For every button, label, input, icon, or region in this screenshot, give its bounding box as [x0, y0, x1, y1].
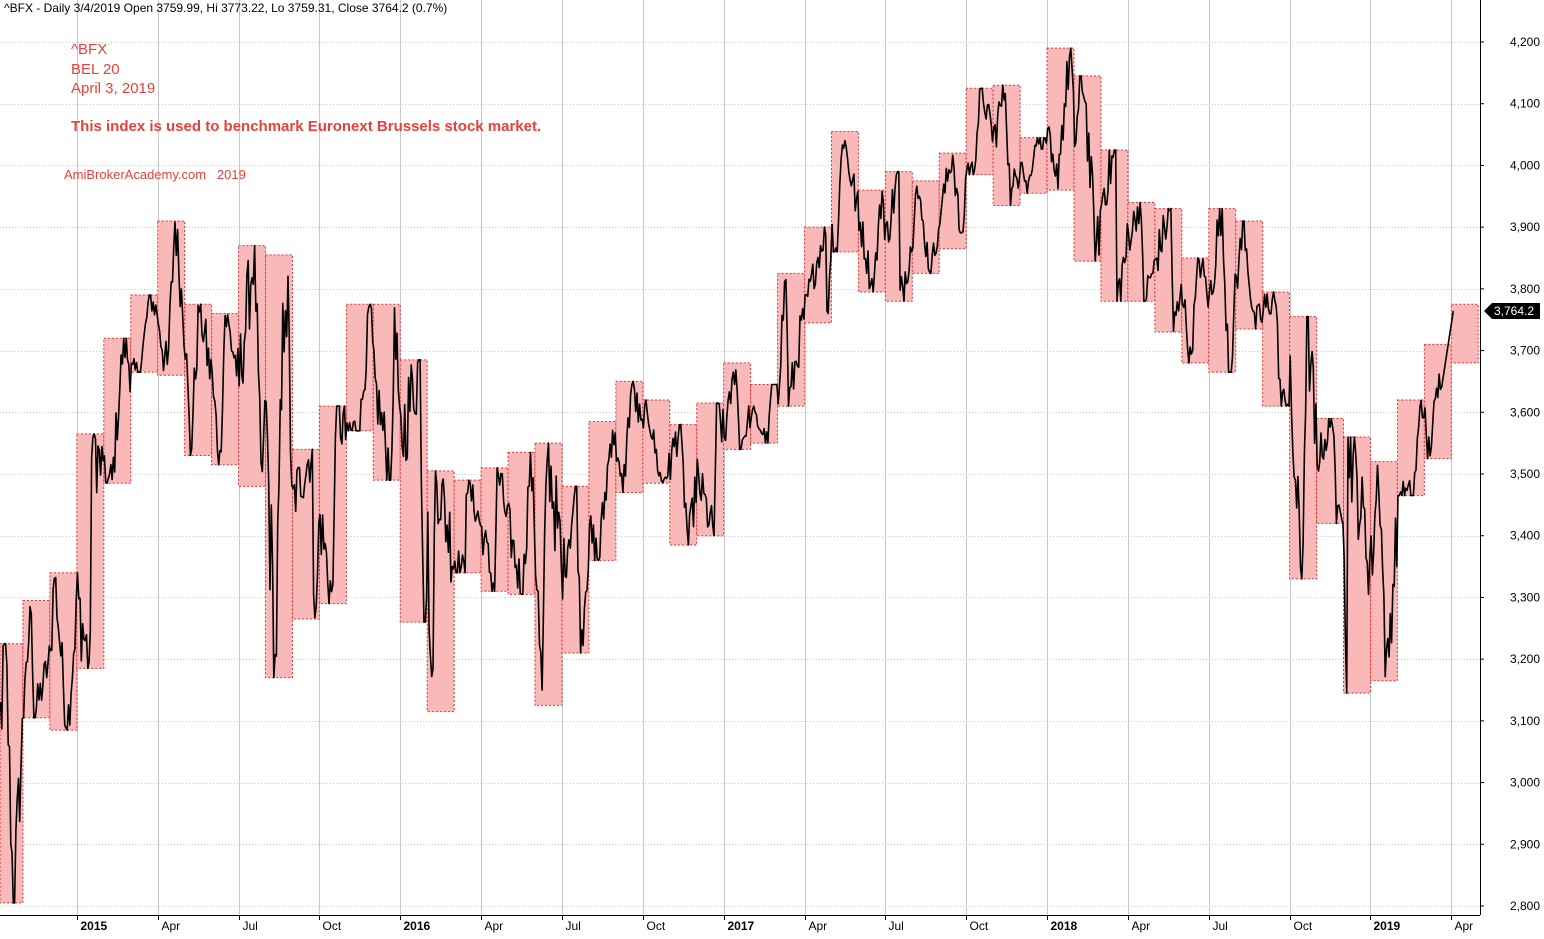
- y-tick-label: 4,200: [1510, 35, 1540, 49]
- y-tick-label: 3,900: [1510, 220, 1540, 234]
- y-tick-label: 3,400: [1510, 529, 1540, 543]
- x-tick-label: Apr: [485, 919, 504, 933]
- y-tick-label: 3,800: [1510, 282, 1540, 296]
- y-tick-label: 2,800: [1510, 899, 1540, 913]
- price-line: [0, 47, 1455, 904]
- range-box-2019-04: [1450, 303, 1479, 364]
- x-tick-label: Jul: [889, 919, 904, 933]
- watermark-label: AmiBrokerAcademy.com 2019: [64, 167, 246, 182]
- y-axis: 2,800 2,900 3,000 3,100 3,200 3,300 3,400 3,500…: [1480, 35, 1540, 913]
- range-box-2015-11: [345, 303, 374, 432]
- x-tick-label: 2015: [81, 919, 108, 933]
- last-price-badge: 3,764.2: [1484, 302, 1540, 319]
- range-box-2017-08: [911, 180, 940, 274]
- index-name-label: BEL 20: [71, 61, 120, 78]
- ticker-header: ^BFX - Daily 3/4/2019 Open 3759.99, Hi 3…: [4, 1, 447, 15]
- monthly-range-boxes: [0, 47, 1479, 904]
- x-tick-label: Apr: [1455, 919, 1474, 933]
- x-tick-label: Jul: [1213, 919, 1228, 933]
- description-label: This index is used to benchmark Euronext…: [71, 118, 541, 135]
- y-tick-label: 4,100: [1510, 97, 1540, 111]
- x-tick-label: 2017: [728, 919, 755, 933]
- last-price-label: 3,764.2: [1494, 304, 1534, 318]
- date-label: April 3, 2019: [71, 80, 155, 97]
- range-box-2016-06: [534, 442, 563, 706]
- y-tick-label: 3,600: [1510, 405, 1540, 419]
- y-tick-label: 3,500: [1510, 467, 1540, 481]
- y-tick-label: 3,000: [1510, 776, 1540, 790]
- price-series: [0, 47, 1455, 904]
- y-tick-label: 3,200: [1510, 652, 1540, 666]
- range-box-2014-10: [0, 643, 24, 904]
- range-box-2015-02: [103, 337, 132, 484]
- x-tick-label: 2019: [1374, 919, 1401, 933]
- symbol-label: ^BFX: [71, 41, 107, 58]
- x-tick-label: 2018: [1051, 919, 1078, 933]
- x-tick-label: Apr: [162, 919, 181, 933]
- x-tick-label: Jul: [243, 919, 258, 933]
- y-tick-label: 3,700: [1510, 344, 1540, 358]
- range-box-2015-06: [211, 313, 240, 466]
- range-box-2018-01: [1046, 47, 1075, 191]
- range-box-2015-08: [265, 254, 293, 679]
- x-tick-label: 2016: [404, 919, 431, 933]
- x-tick-label: Oct: [970, 919, 989, 933]
- x-tick-label: Jul: [566, 919, 581, 933]
- x-tick-label: Apr: [1132, 919, 1151, 933]
- y-tick-label: 2,900: [1510, 837, 1540, 851]
- x-tick-label: Apr: [809, 919, 828, 933]
- range-box-2017-09: [938, 152, 967, 250]
- range-box-2018-03: [1100, 149, 1129, 302]
- y-tick-label: 3,300: [1510, 590, 1540, 604]
- x-tick-label: Oct: [1294, 919, 1313, 933]
- last-price-marker: [1484, 302, 1540, 319]
- x-tick-label: Oct: [323, 919, 342, 933]
- range-box-2018-08: [1235, 220, 1264, 330]
- x-tick-label: Oct: [647, 919, 666, 933]
- y-tick-label: 4,000: [1510, 158, 1540, 172]
- range-box-2017-11: [992, 84, 1021, 207]
- range-box-2019-02: [1396, 399, 1425, 497]
- range-box-2019-01: [1369, 461, 1398, 682]
- x-axis: 2015 Apr Jul Oct 2016 Apr Jul Oct 2017 Apr Jul Oct 2…: [77, 915, 1474, 933]
- y-tick-label: 3,100: [1510, 714, 1540, 728]
